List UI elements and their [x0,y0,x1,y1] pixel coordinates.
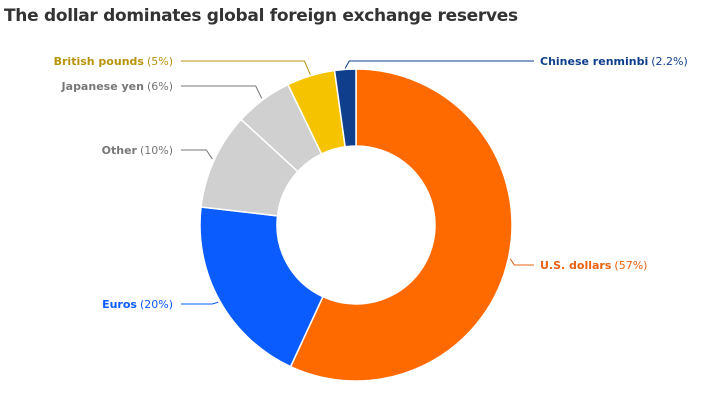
leader-cny [344,60,534,69]
label-pct-jpy: (6%) [147,80,173,93]
label-name-gbp: British pounds [54,55,145,68]
label-pct-eur: (20%) [140,298,173,311]
label-usd: U.S. dollars (57%) [540,259,647,272]
leader-eur [181,301,219,305]
label-gbp: British pounds (5%) [54,55,173,68]
label-eur: Euros (20%) [102,298,173,311]
label-group: U.S. dollars (57%) Euros (20%) Other (10%) Jap… [54,55,688,311]
label-pct-cny: (2.2%) [651,55,688,68]
label-other: Other (10%) [102,144,173,157]
label-cny: Chinese renminbi (2.2%) [540,55,688,68]
leader-gbp [181,60,311,75]
label-pct-gbp: (5%) [147,55,173,68]
slice-usd [289,68,513,382]
label-name-jpy: Japanese yen [61,80,144,93]
label-name-eur: Euros [102,298,137,311]
leader-usd [509,258,534,266]
label-name-other: Other [102,144,138,157]
label-jpy: Japanese yen (6%) [61,80,173,93]
leader-jpy [181,85,263,99]
label-name-cny: Chinese renminbi [540,55,648,68]
leader-group [181,60,534,305]
leader-other [181,149,213,160]
slice-group [199,68,513,382]
label-pct-other: (10%) [140,144,173,157]
slice-cny [333,68,357,148]
label-name-usd: U.S. dollars [540,259,612,272]
chart-title: The dollar dominates global foreign exch… [4,6,518,26]
slice-eur [199,206,324,368]
label-pct-usd: (57%) [614,259,647,272]
